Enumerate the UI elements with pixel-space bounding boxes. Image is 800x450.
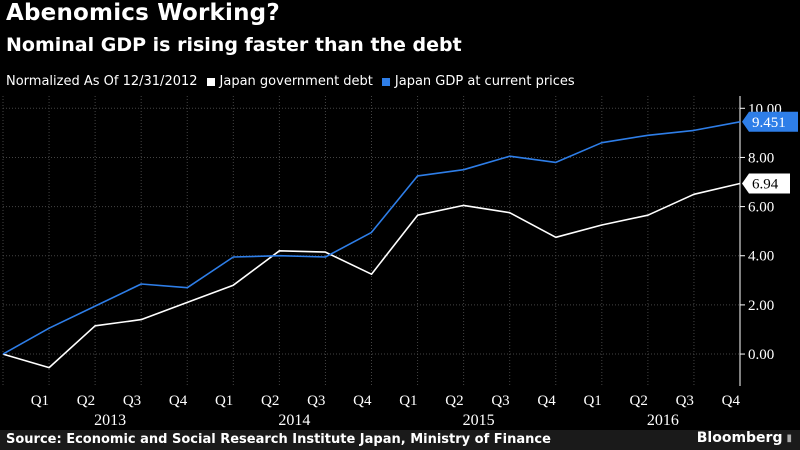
x-year-label: 2016 xyxy=(647,412,679,429)
legend-swatch-debt xyxy=(206,77,215,86)
x-tick-label: Q3 xyxy=(676,393,694,409)
bar-chart-icon: ▮ xyxy=(786,432,792,444)
x-tick-label: Q1 xyxy=(583,393,601,409)
y-tick-label: 2.00 xyxy=(748,298,774,314)
x-tick-label: Q4 xyxy=(537,393,556,409)
x-tick-label: Q1 xyxy=(31,393,49,409)
legend-label-debt: Japan government debt xyxy=(219,74,373,89)
series-line-debt xyxy=(2,182,741,369)
x-tick-label: Q4 xyxy=(353,393,372,409)
brand-logo: Bloomberg ▮ xyxy=(697,430,792,446)
x-tick-label: Q1 xyxy=(399,393,417,409)
y-tick-label: 0.00 xyxy=(748,347,774,363)
legend-label-gdp: Japan GDP at current prices xyxy=(394,74,575,89)
legend-swatch-gdp xyxy=(381,77,390,86)
footer-bar xyxy=(0,430,800,450)
x-tick-label: Q3 xyxy=(491,393,509,409)
x-tick-label: Q2 xyxy=(445,393,463,409)
x-tick-label: Q2 xyxy=(77,393,95,409)
x-tick-label: Q4 xyxy=(169,393,188,409)
last-value-label-gdp: 9.451 xyxy=(752,115,786,131)
y-tick-label: 4.00 xyxy=(748,249,774,265)
brand-name: Bloomberg xyxy=(696,430,783,446)
x-tick-label: Q2 xyxy=(630,393,648,409)
chart-title: Abenomics Working? xyxy=(6,0,280,26)
chart-subtitle: Nominal GDP is rising faster than the de… xyxy=(6,34,462,56)
normalization-note: Normalized As Of 12/31/2012 xyxy=(6,74,198,89)
source-note: Source: Economic and Social Research Ins… xyxy=(6,432,551,447)
x-tick-label: Q3 xyxy=(307,393,325,409)
x-tick-label: Q1 xyxy=(215,393,233,409)
legend: Normalized As Of 12/31/2012 Japan govern… xyxy=(6,74,575,89)
x-tick-label: Q4 xyxy=(722,393,741,409)
x-year-label: 2013 xyxy=(94,412,126,429)
y-tick-label: 8.00 xyxy=(748,150,774,166)
series-line-gdp xyxy=(2,121,741,355)
last-value-flag-gdp xyxy=(742,111,798,132)
x-tick-label: Q2 xyxy=(261,393,279,409)
y-tick-label: 6.00 xyxy=(748,200,774,216)
x-tick-label: Q3 xyxy=(123,393,141,409)
last-value-label-debt: 6.94 xyxy=(752,176,779,192)
last-value-flag-debt xyxy=(742,173,790,194)
x-year-label: 2014 xyxy=(278,412,310,429)
x-year-label: 2015 xyxy=(463,412,495,429)
